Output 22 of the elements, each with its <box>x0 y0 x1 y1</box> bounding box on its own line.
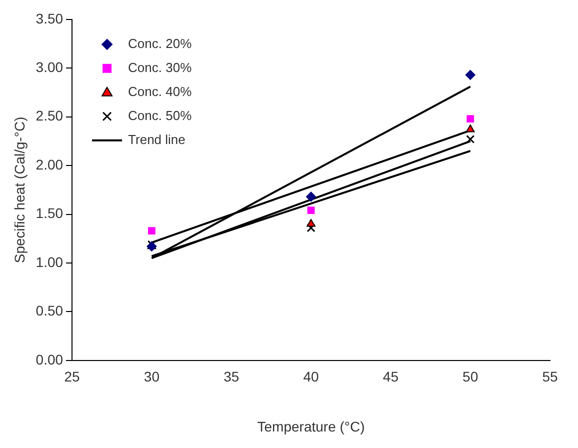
legend-label: Conc. 50% <box>128 108 192 123</box>
x-axis-title: Temperature (°C) <box>257 418 365 434</box>
legend-label: Conc. 40% <box>128 84 192 99</box>
x-tick-label: 25 <box>64 368 80 385</box>
y-tick-label: 3.50 <box>36 10 64 26</box>
y-tick-label: 1.00 <box>36 254 64 270</box>
y-tick-label: 0.00 <box>36 351 64 368</box>
y-tick-label: 0.50 <box>36 302 64 319</box>
x-tick-label: 55 <box>542 368 558 385</box>
x-tick-label: 30 <box>144 368 160 385</box>
legend-label: Conc. 30% <box>128 60 192 75</box>
y-tick-label: 2.50 <box>36 108 64 124</box>
x-tick-label: 35 <box>224 368 240 385</box>
y-tick-label: 1.50 <box>36 205 64 222</box>
y-tick-label: 3.00 <box>36 58 64 75</box>
y-axis-title: Specific heat (Cal/g-°C) <box>11 116 28 264</box>
y-tick-label: 2.00 <box>36 156 64 172</box>
legend-label: Conc. 20% <box>128 36 192 51</box>
x-tick-label: 40 <box>303 368 320 385</box>
x-tick-label: 50 <box>462 368 478 385</box>
legend-label: Trend line <box>128 132 186 147</box>
x-tick-label: 45 <box>382 368 399 385</box>
